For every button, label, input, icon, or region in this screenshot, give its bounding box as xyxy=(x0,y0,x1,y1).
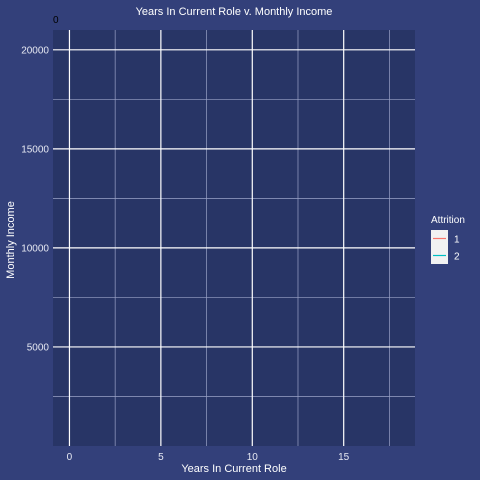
y-tick-label: 5000 xyxy=(27,342,50,353)
y-axis-label: Monthly Income xyxy=(5,201,17,279)
legend-title: Attrition xyxy=(431,215,465,226)
grid-minor xyxy=(53,30,415,446)
x-tick-label: 5 xyxy=(158,452,164,463)
y-tick-label: 15000 xyxy=(21,144,49,155)
legend-item-label: 1 xyxy=(454,235,460,246)
corner-label: 0 xyxy=(53,15,59,26)
legend: Attrition 12 xyxy=(431,215,465,264)
x-tick-labels: 0 5 10 15 xyxy=(67,452,350,463)
x-tick-label: 0 xyxy=(67,452,73,463)
y-tick-label: 10000 xyxy=(21,243,49,254)
y-tick-label: 20000 xyxy=(21,45,49,56)
chart-title: Years In Current Role v. Monthly Income xyxy=(136,6,333,18)
legend-item-label: 2 xyxy=(454,252,460,263)
grid-major xyxy=(53,30,415,446)
x-axis-label: Years In Current Role xyxy=(181,463,286,475)
plot-panel xyxy=(53,30,415,446)
legend-items: 12 xyxy=(431,230,460,264)
x-tick-label: 15 xyxy=(338,452,350,463)
x-tick-label: 10 xyxy=(247,452,259,463)
y-tick-labels: 5000 10000 15000 20000 xyxy=(21,45,49,353)
